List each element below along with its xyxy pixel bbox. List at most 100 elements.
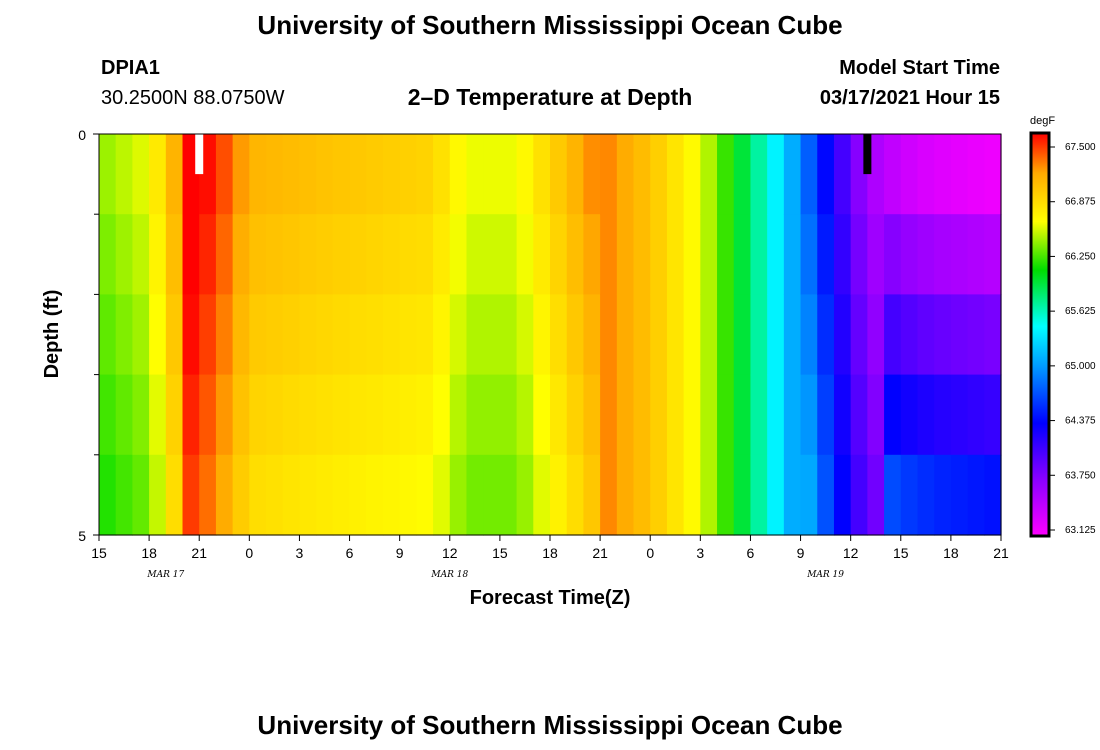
heatmap-cell xyxy=(499,294,518,376)
heatmap-cell xyxy=(132,294,150,376)
heatmap-cell xyxy=(99,294,117,376)
heatmap-cell xyxy=(800,454,818,536)
heatmap-cell xyxy=(182,454,200,536)
heatmap-cell xyxy=(215,454,234,536)
heatmap-cell xyxy=(466,214,484,295)
heatmap-cell xyxy=(132,454,150,536)
heatmap-cell xyxy=(199,374,217,456)
x-tick-label: 12 xyxy=(442,545,458,561)
heatmap-cell xyxy=(934,214,952,295)
heatmap-cells xyxy=(99,134,1002,536)
heatmap-cell xyxy=(600,454,618,536)
heatmap-cell xyxy=(182,214,200,295)
heatmap-cell xyxy=(633,374,651,456)
x-tick-label: 9 xyxy=(396,545,404,561)
heatmap-cell xyxy=(232,294,250,376)
x-tick-label: 15 xyxy=(893,545,909,561)
heatmap-cell xyxy=(199,134,217,215)
model-start-label: Model Start Time xyxy=(839,57,1000,79)
heatmap-cell xyxy=(149,374,167,456)
heatmap-cell xyxy=(366,294,384,376)
heatmap-cell xyxy=(950,454,969,536)
heatmap-cell xyxy=(299,294,317,376)
heatmap-cell xyxy=(833,214,852,295)
heatmap-cell xyxy=(249,214,267,295)
heatmap-cell xyxy=(382,214,401,295)
heatmap-cell xyxy=(249,454,267,536)
heatmap-cell xyxy=(650,454,668,536)
heatmap-cell xyxy=(483,454,501,536)
heatmap-cell xyxy=(884,294,902,376)
heatmap-cell xyxy=(884,454,902,536)
heatmap-cell xyxy=(282,374,301,456)
heatmap-cell xyxy=(249,294,267,376)
colorbar-label: 66.875 xyxy=(1065,197,1096,208)
heatmap-cell xyxy=(550,214,568,295)
heatmap-cell xyxy=(232,454,250,536)
heatmap-cell xyxy=(800,214,818,295)
heatmap-cell xyxy=(967,134,985,215)
heatmap-cell xyxy=(115,294,134,376)
heatmap-cell xyxy=(666,374,685,456)
heatmap-cell xyxy=(950,214,969,295)
heatmap-cell xyxy=(232,214,250,295)
heatmap-cell xyxy=(266,454,284,536)
heatmap-cell xyxy=(717,374,735,456)
heatmap-cell xyxy=(783,214,802,295)
heatmap-cell xyxy=(700,374,718,456)
y-tick-label: 0 xyxy=(78,127,86,143)
colorbar-label: 66.250 xyxy=(1065,251,1096,262)
heatmap-cell xyxy=(950,294,969,376)
heatmap-cell xyxy=(800,294,818,376)
heatmap-cell xyxy=(767,374,785,456)
heatmap-cell xyxy=(750,294,768,376)
heatmap-cell xyxy=(600,214,618,295)
heatmap-cell xyxy=(132,374,150,456)
heatmap-cell xyxy=(600,294,618,376)
heatmap-cell xyxy=(182,294,200,376)
heatmap-cell xyxy=(750,214,768,295)
heatmap-cell xyxy=(917,294,935,376)
heatmap-cell xyxy=(382,134,401,215)
x-tick-label: 0 xyxy=(646,545,654,561)
colorbar-labels: 67.500 66.875 66.250 65.625 65.000 64.375 63.7… xyxy=(1049,142,1096,536)
x-tick-label: 0 xyxy=(245,545,253,561)
heatmap-cell xyxy=(683,134,701,215)
heatmap-cell xyxy=(600,134,618,215)
heatmap-cell xyxy=(399,374,417,456)
heatmap-cell xyxy=(466,294,484,376)
heatmap-cell xyxy=(967,374,985,456)
heatmap-cell xyxy=(199,454,217,536)
heatmap-cell xyxy=(316,374,334,456)
heatmap-cell xyxy=(165,214,184,295)
heatmap-cell xyxy=(950,134,969,215)
heatmap-cell xyxy=(466,374,484,456)
heatmap-cell xyxy=(249,374,267,456)
heatmap-cell xyxy=(700,294,718,376)
heatmap-cell xyxy=(650,134,668,215)
heatmap-cell xyxy=(132,134,150,215)
heatmap-cell xyxy=(683,374,701,456)
heatmap-cell xyxy=(733,134,752,215)
heatmap-cell xyxy=(616,374,635,456)
heatmap-cell xyxy=(683,214,701,295)
heatmap-cell xyxy=(433,134,451,215)
heatmap-cell xyxy=(717,294,735,376)
heatmap-cell xyxy=(733,294,752,376)
heatmap-cell xyxy=(466,134,484,215)
heatmap-cell xyxy=(399,454,417,536)
heatmap-cell xyxy=(349,214,367,295)
heatmap-cell xyxy=(282,454,301,536)
heatmap-cell xyxy=(266,214,284,295)
heatmap-cell xyxy=(366,214,384,295)
heatmap-cell xyxy=(332,134,351,215)
heatmap-cell xyxy=(266,374,284,456)
heatmap-cell xyxy=(717,134,735,215)
colorbar-unit: degF xyxy=(1030,115,1055,127)
heatmap-cell xyxy=(533,214,551,295)
x-date-label: MAR 17 xyxy=(146,570,184,580)
heatmap-cell xyxy=(349,454,367,536)
heatmap-cell xyxy=(566,294,585,376)
heatmap-cell xyxy=(99,374,117,456)
heatmap-cell xyxy=(149,214,167,295)
